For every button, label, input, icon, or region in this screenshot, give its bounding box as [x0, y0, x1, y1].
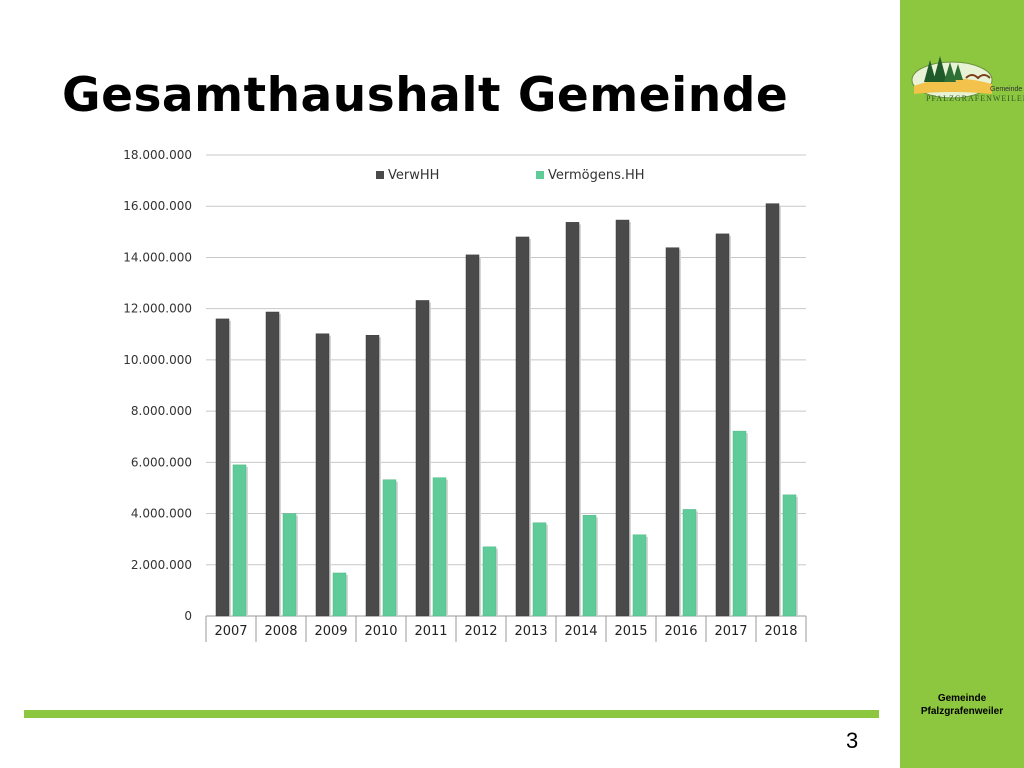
- x-tick-label: 2014: [564, 624, 597, 639]
- footer-line-2: Pfalzgrafenweiler: [920, 706, 1004, 717]
- bar-vermoegens: [382, 479, 397, 617]
- footer-line-1: Gemeinde: [937, 693, 987, 704]
- legend-label: Vermögens.HH: [548, 168, 645, 183]
- bar-vermoegens: [482, 546, 497, 617]
- page-number: 3: [846, 728, 859, 753]
- x-tick-label: 2008: [264, 624, 297, 639]
- x-tick-label: 2012: [464, 624, 497, 639]
- x-tick-label: 2007: [214, 624, 247, 639]
- x-tick-label: 2016: [664, 624, 697, 639]
- budget-bar-chart: 0 2.000.000 4.000.000 6.000.000 8.000.000 10.…: [123, 148, 807, 642]
- sidebar-panel: [900, 0, 1024, 768]
- y-tick-label: 12.000.000: [123, 302, 192, 316]
- y-tick-label: 18.000.000: [123, 148, 192, 162]
- bar-verwhh: [265, 311, 280, 617]
- bar-verwhh: [315, 333, 330, 617]
- bar-vermoegens: [532, 522, 547, 617]
- footer-organization: Gemeinde Pfalzgrafenweiler: [905, 692, 1019, 718]
- bar-verwhh: [215, 318, 230, 617]
- bar-vermoegens: [232, 464, 247, 617]
- y-tick-label: 8.000.000: [131, 404, 192, 418]
- x-tick-label: 2015: [614, 624, 647, 639]
- bar-vermoegens: [332, 572, 347, 617]
- legend-swatch: [536, 171, 544, 179]
- y-tick-label: 0: [184, 609, 192, 623]
- bar-vermoegens: [682, 509, 697, 617]
- x-tick-label: 2009: [314, 624, 347, 639]
- bar-verwhh: [465, 254, 480, 617]
- bar-vermoegens: [732, 430, 747, 617]
- bar-vermoegens: [282, 513, 297, 617]
- x-tick-label: 2011: [414, 624, 447, 639]
- legend-label: VerwHH: [388, 168, 439, 183]
- legend-swatch: [376, 171, 384, 179]
- bar-vermoegens: [582, 515, 597, 617]
- bar-verwhh: [515, 236, 530, 617]
- y-tick-label: 10.000.000: [123, 353, 192, 367]
- y-tick-label: 4.000.000: [131, 507, 192, 521]
- y-tick-label: 16.000.000: [123, 199, 192, 213]
- bar-verwhh: [365, 335, 380, 617]
- bar-verwhh: [415, 300, 430, 617]
- y-tick-label: 2.000.000: [131, 558, 192, 572]
- logo-label: Gemeinde: [990, 86, 1023, 93]
- bar-verwhh: [615, 219, 630, 617]
- y-tick-label: 6.000.000: [131, 455, 192, 469]
- bar-vermoegens: [432, 477, 447, 617]
- municipality-logo: [911, 56, 993, 99]
- bar-verwhh: [665, 247, 680, 617]
- x-tick-label: 2018: [764, 624, 797, 639]
- bar-vermoegens: [632, 534, 647, 617]
- x-tick-label: 2017: [714, 624, 747, 639]
- x-tick-label: 2013: [514, 624, 547, 639]
- y-tick-label: 14.000.000: [123, 250, 192, 264]
- logo-brand: PFALZGRAFENWEILER: [926, 94, 1024, 103]
- bar-verwhh: [565, 222, 580, 617]
- x-tick-label: 2010: [364, 624, 397, 639]
- bar-vermoegens: [782, 494, 797, 617]
- page-title: Gesamthaushalt Gemeinde: [62, 68, 789, 123]
- bar-verwhh: [765, 203, 780, 617]
- bar-verwhh: [715, 233, 730, 617]
- bottom-accent-bar: [24, 710, 879, 718]
